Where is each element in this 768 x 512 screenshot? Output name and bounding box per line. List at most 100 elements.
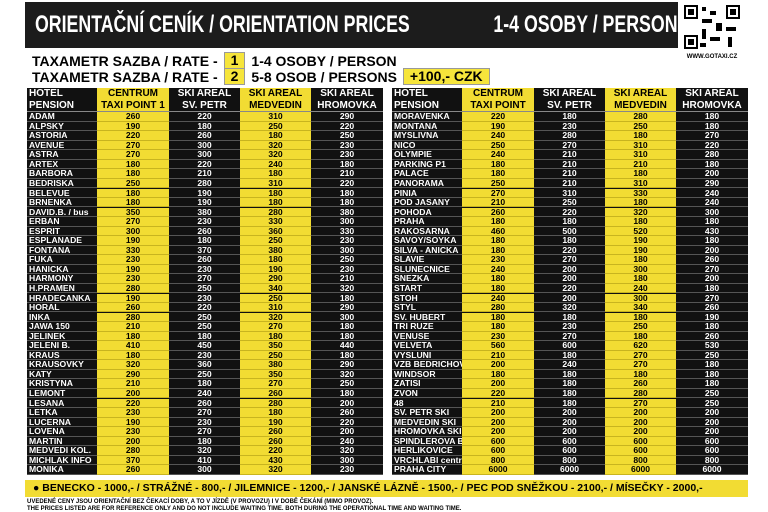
price: 190	[676, 313, 748, 323]
price: 250	[311, 131, 383, 141]
price: 250	[676, 351, 748, 361]
price: 280	[605, 112, 676, 122]
price: 180	[676, 360, 748, 370]
price: 600	[534, 437, 605, 447]
price: 250	[311, 379, 383, 389]
price: 180	[462, 274, 534, 284]
price: 280	[240, 207, 311, 218]
price: 180	[534, 351, 605, 361]
price: 220	[534, 246, 605, 256]
rate-row: TAXAMETR SAZBA / RATE - 1 1-4 OSOBY / PERS…	[32, 52, 397, 69]
price: 230	[97, 274, 169, 284]
price: 280	[240, 398, 311, 408]
price: 600	[605, 446, 676, 456]
price: 200	[311, 427, 383, 437]
price: 200	[462, 417, 534, 428]
hotel-name: VYSLUNI	[392, 351, 462, 361]
hotel-name: ZVON	[392, 389, 462, 399]
header-line: TAXI POINT	[470, 99, 526, 111]
hotel-name: MEDVEDI KOL.	[27, 446, 97, 456]
price: 380	[169, 208, 240, 218]
price: 180	[240, 188, 311, 198]
price: 180	[676, 370, 748, 380]
price: 330	[605, 188, 676, 198]
website: WWW.GOTAXI.CZ	[687, 54, 738, 60]
hotel-name: KRAUSOVKY	[27, 360, 97, 370]
hotel-name: MONTANA	[392, 122, 462, 132]
price: 180	[676, 112, 748, 122]
price: 270	[676, 265, 748, 275]
hotel-name: SILVA - ANICKA	[392, 246, 462, 256]
price: 300	[605, 293, 676, 303]
price: 410	[97, 341, 169, 351]
price: 6000	[462, 465, 534, 475]
price-table: HOTEL PENSION CENTRUM TAXI POINT 1 SKI AREAL…	[27, 88, 383, 475]
hotel-name: OLYMPIE	[392, 150, 462, 160]
price: 800	[605, 455, 676, 466]
price: 180	[605, 131, 676, 141]
price: 200	[676, 246, 748, 256]
price: 200	[534, 427, 605, 437]
hotel-name: LETKA	[27, 408, 97, 418]
price: 320	[97, 360, 169, 370]
price: 230	[534, 122, 605, 132]
header-line: PENSION	[394, 99, 440, 111]
price: 290	[311, 360, 383, 370]
price: 180	[97, 169, 169, 179]
price: 310	[605, 140, 676, 151]
price: 280	[97, 446, 169, 456]
rate-persons: 1-4 OSOBY / PERSON	[251, 52, 397, 69]
price: 210	[311, 274, 383, 284]
price: 270	[169, 408, 240, 418]
price: 180	[97, 331, 169, 342]
hotel-name: JELENI B.	[27, 341, 97, 351]
price: 200	[676, 418, 748, 428]
hotel-name: MYSLIVNA	[392, 131, 462, 141]
price: 270	[97, 150, 169, 160]
price: 260	[169, 399, 240, 408]
price: 800	[676, 456, 748, 466]
title: ORIENTAČNÍ CENÍK / ORIENTATION PRICES	[35, 11, 410, 38]
price: 180	[676, 217, 748, 227]
hotel-name: JELINEK	[27, 332, 97, 342]
header-line: HROMOVKA	[682, 99, 742, 111]
hotel-name: TRI RUZE	[392, 322, 462, 332]
price: 280	[97, 284, 169, 294]
price: 180	[605, 169, 676, 179]
price: 220	[169, 112, 240, 122]
price: 180	[240, 255, 311, 265]
price: 180	[534, 313, 605, 323]
price: 180	[534, 389, 605, 399]
price: 250	[462, 178, 534, 189]
rate-persons: 5-8 OSOB / PERSONS	[251, 68, 397, 85]
hotel-name: KATY	[27, 370, 97, 380]
price: 280	[605, 389, 676, 399]
price: 220	[311, 122, 383, 132]
price: 270	[534, 332, 605, 342]
price: 300	[169, 141, 240, 151]
price: 180	[311, 389, 383, 399]
price: 250	[169, 370, 240, 380]
price: 310	[605, 150, 676, 160]
hotel-name: SPINDLEROVA B.	[392, 436, 462, 447]
price: 280	[97, 312, 169, 323]
hotel-name: FONTANA	[27, 246, 97, 256]
price: 260	[676, 332, 748, 342]
header-line: HOTEL	[29, 88, 63, 99]
price: 260	[676, 303, 748, 313]
price: 180	[462, 169, 534, 179]
price: 180	[534, 112, 605, 122]
price: 6000	[605, 465, 676, 475]
price: 260	[97, 303, 169, 313]
hotel-name: BELEVUE	[27, 189, 97, 198]
price: 200	[676, 427, 748, 437]
hotel-name: MEDVEDIN SKI	[392, 418, 462, 428]
rate-label: TAXAMETR SAZBA / RATE -	[32, 68, 218, 85]
price: 230	[311, 236, 383, 246]
price: 180	[240, 169, 311, 179]
price: 210	[311, 169, 383, 179]
price: 180	[240, 408, 311, 418]
header-line: SV. PETR	[182, 99, 227, 111]
price: 260	[97, 112, 169, 122]
price: 310	[240, 112, 311, 122]
